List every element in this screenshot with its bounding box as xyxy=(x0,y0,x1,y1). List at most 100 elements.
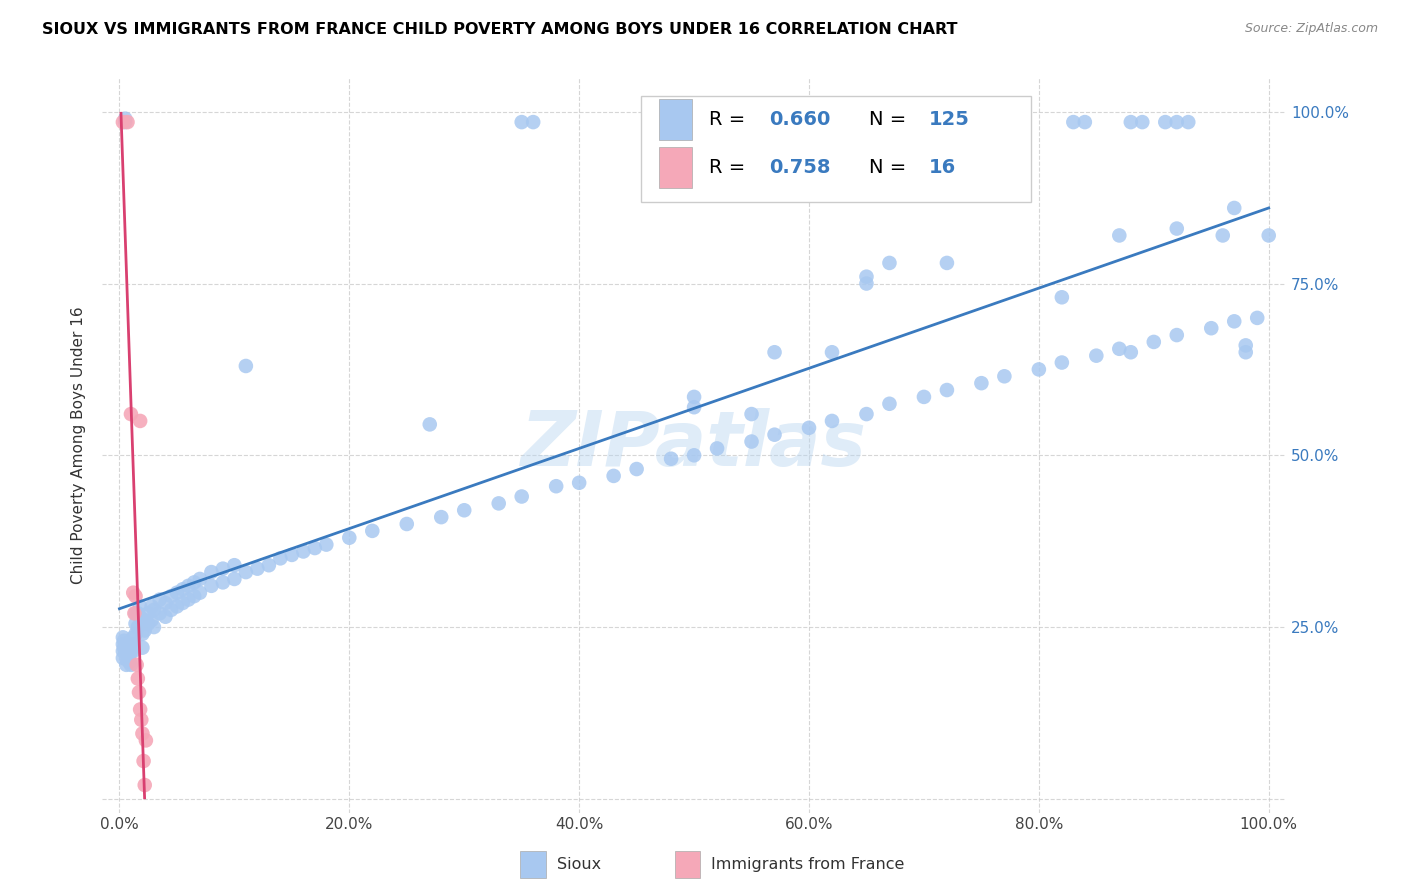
Point xyxy=(1154,115,1177,129)
Point xyxy=(127,607,149,621)
Point xyxy=(183,575,205,590)
Point xyxy=(1085,349,1108,363)
Point xyxy=(568,475,591,490)
Point xyxy=(935,383,957,397)
Point xyxy=(129,414,152,428)
Point xyxy=(224,558,246,573)
Point xyxy=(115,657,138,672)
Point xyxy=(1119,345,1142,359)
Point xyxy=(315,538,337,552)
Text: ZIPatlas: ZIPatlas xyxy=(522,408,868,482)
Point xyxy=(155,596,177,610)
Point xyxy=(142,603,165,617)
Point xyxy=(112,640,135,655)
Point xyxy=(128,685,150,699)
Point xyxy=(188,572,211,586)
Point xyxy=(235,359,257,373)
Point xyxy=(546,479,568,493)
Point xyxy=(114,637,136,651)
Text: Sioux: Sioux xyxy=(557,857,600,871)
Point xyxy=(124,627,146,641)
Point xyxy=(1130,115,1153,129)
Point xyxy=(1028,362,1050,376)
Point xyxy=(122,637,145,651)
Point xyxy=(683,448,706,462)
Point xyxy=(111,115,134,129)
Point xyxy=(510,115,533,129)
Point xyxy=(1199,321,1222,335)
Point xyxy=(821,414,844,428)
Point xyxy=(131,726,153,740)
Point xyxy=(1212,228,1234,243)
Point xyxy=(1119,115,1142,129)
Point xyxy=(1166,115,1188,129)
Point xyxy=(172,596,194,610)
Text: 0.660: 0.660 xyxy=(769,111,830,129)
Point xyxy=(200,579,222,593)
Point xyxy=(855,269,877,284)
Point xyxy=(124,607,146,621)
Point xyxy=(127,672,149,686)
Point xyxy=(1108,342,1130,356)
Point xyxy=(430,510,453,524)
Point xyxy=(122,644,145,658)
Point xyxy=(136,616,159,631)
Point xyxy=(1223,314,1246,328)
Text: 0.758: 0.758 xyxy=(769,158,830,177)
Point xyxy=(124,589,146,603)
Point xyxy=(134,778,156,792)
Point xyxy=(1143,334,1166,349)
Point xyxy=(166,599,188,614)
Text: SIOUX VS IMMIGRANTS FROM FRANCE CHILD POVERTY AMONG BOYS UNDER 16 CORRELATION CH: SIOUX VS IMMIGRANTS FROM FRANCE CHILD PO… xyxy=(42,22,957,37)
Text: Source: ZipAtlas.com: Source: ZipAtlas.com xyxy=(1244,22,1378,36)
Point xyxy=(706,442,728,456)
Point xyxy=(142,620,165,634)
Point xyxy=(810,115,832,129)
Point xyxy=(141,613,163,627)
Point xyxy=(522,115,544,129)
Point xyxy=(134,613,156,627)
Point xyxy=(488,496,510,510)
Point xyxy=(200,565,222,579)
Text: R =: R = xyxy=(710,158,752,177)
Point xyxy=(1257,228,1279,243)
Y-axis label: Child Poverty Among Boys Under 16: Child Poverty Among Boys Under 16 xyxy=(72,306,86,583)
Point xyxy=(602,469,624,483)
Point xyxy=(120,407,142,421)
Point xyxy=(879,256,901,270)
Point xyxy=(212,562,235,576)
Point xyxy=(935,256,957,270)
Point xyxy=(763,427,786,442)
Point xyxy=(304,541,326,555)
Point xyxy=(741,407,763,421)
Point xyxy=(419,417,441,432)
Point xyxy=(141,599,163,614)
Point xyxy=(129,609,152,624)
Point xyxy=(1166,221,1188,235)
Point xyxy=(188,585,211,599)
Point xyxy=(1234,338,1257,352)
Point xyxy=(970,376,993,391)
Point xyxy=(166,585,188,599)
Point xyxy=(1108,228,1130,243)
Point xyxy=(135,733,157,747)
Point xyxy=(453,503,475,517)
Point xyxy=(122,585,145,599)
Point xyxy=(177,592,200,607)
Point xyxy=(120,644,142,658)
Point xyxy=(131,640,153,655)
Point xyxy=(1234,345,1257,359)
Point xyxy=(122,631,145,645)
Point xyxy=(114,112,136,126)
Point xyxy=(132,754,155,768)
Point xyxy=(683,401,706,415)
Point xyxy=(912,390,935,404)
Point xyxy=(129,599,152,614)
Point xyxy=(212,575,235,590)
Point xyxy=(797,115,820,129)
Text: Immigrants from France: Immigrants from France xyxy=(711,857,905,871)
Point xyxy=(1050,355,1073,369)
Point xyxy=(118,654,141,668)
Point xyxy=(131,613,153,627)
Point xyxy=(1246,310,1268,325)
